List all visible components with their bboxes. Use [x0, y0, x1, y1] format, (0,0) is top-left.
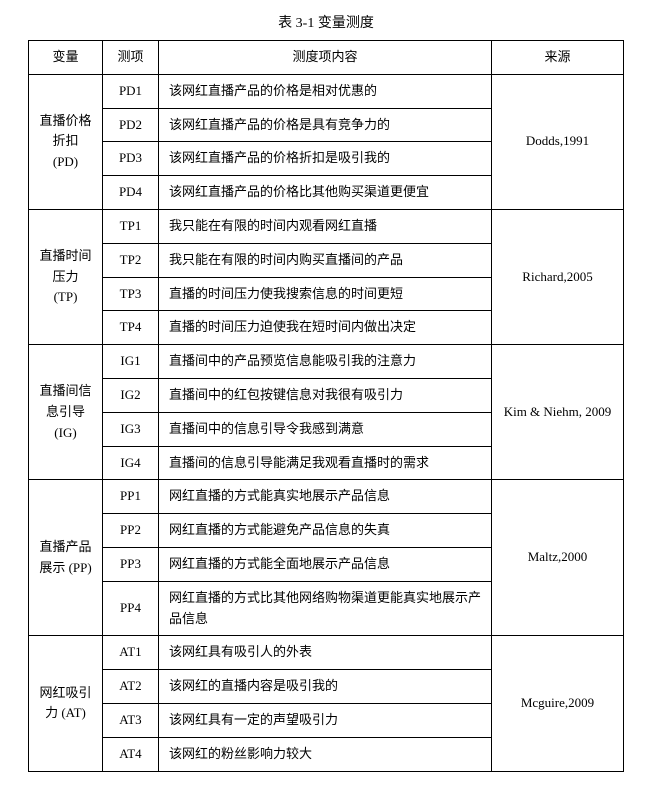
- content-cell: 直播的时间压力使我搜索信息的时间更短: [159, 277, 492, 311]
- item-cell: PP1: [103, 480, 159, 514]
- item-cell: IG3: [103, 412, 159, 446]
- item-cell: PD3: [103, 142, 159, 176]
- content-cell: 网红直播的方式能真实地展示产品信息: [159, 480, 492, 514]
- content-cell: 该网红具有一定的声望吸引力: [159, 703, 492, 737]
- content-cell: 网红直播的方式比其他网络购物渠道更能真实地展示产品信息: [159, 581, 492, 636]
- variable-cell: 直播价格折扣 (PD): [29, 74, 103, 209]
- item-cell: TP2: [103, 243, 159, 277]
- item-cell: IG1: [103, 345, 159, 379]
- item-cell: PD2: [103, 108, 159, 142]
- content-cell: 直播间中的信息引导令我感到满意: [159, 412, 492, 446]
- item-cell: PP2: [103, 514, 159, 548]
- source-cell: Richard,2005: [492, 209, 624, 344]
- item-cell: TP3: [103, 277, 159, 311]
- item-cell: IG4: [103, 446, 159, 480]
- header-variable: 变量: [29, 41, 103, 75]
- variable-cell: 网红吸引力 (AT): [29, 636, 103, 771]
- item-cell: AT3: [103, 703, 159, 737]
- table-row: 直播价格折扣 (PD)PD1该网红直播产品的价格是相对优惠的Dodds,1991: [29, 74, 624, 108]
- item-cell: TP4: [103, 311, 159, 345]
- item-cell: AT1: [103, 636, 159, 670]
- content-cell: 该网红直播产品的价格是相对优惠的: [159, 74, 492, 108]
- content-cell: 该网红具有吸引人的外表: [159, 636, 492, 670]
- source-cell: Mcguire,2009: [492, 636, 624, 771]
- content-cell: 我只能在有限的时间内观看网红直播: [159, 209, 492, 243]
- header-item: 测项: [103, 41, 159, 75]
- content-cell: 该网红直播产品的价格比其他购买渠道更便宜: [159, 176, 492, 210]
- table-caption: 表 3-1 变量测度: [28, 12, 624, 32]
- header-content: 测度项内容: [159, 41, 492, 75]
- item-cell: PD4: [103, 176, 159, 210]
- item-cell: AT4: [103, 737, 159, 771]
- source-cell: Dodds,1991: [492, 74, 624, 209]
- variable-cell: 直播产品展示 (PP): [29, 480, 103, 636]
- content-cell: 该网红直播产品的价格折扣是吸引我的: [159, 142, 492, 176]
- content-cell: 该网红的粉丝影响力较大: [159, 737, 492, 771]
- content-cell: 网红直播的方式能全面地展示产品信息: [159, 547, 492, 581]
- table-row: 网红吸引力 (AT)AT1该网红具有吸引人的外表Mcguire,2009: [29, 636, 624, 670]
- table-header-row: 变量 测项 测度项内容 来源: [29, 41, 624, 75]
- measurement-table: 变量 测项 测度项内容 来源 直播价格折扣 (PD)PD1该网红直播产品的价格是…: [28, 40, 624, 772]
- variable-cell: 直播间信息引导 (IG): [29, 345, 103, 480]
- variable-cell: 直播时间压力 (TP): [29, 209, 103, 344]
- content-cell: 直播间中的产品预览信息能吸引我的注意力: [159, 345, 492, 379]
- content-cell: 直播间的信息引导能满足我观看直播时的需求: [159, 446, 492, 480]
- content-cell: 网红直播的方式能避免产品信息的失真: [159, 514, 492, 548]
- content-cell: 直播间中的红包按键信息对我很有吸引力: [159, 378, 492, 412]
- content-cell: 我只能在有限的时间内购买直播间的产品: [159, 243, 492, 277]
- item-cell: IG2: [103, 378, 159, 412]
- item-cell: PP4: [103, 581, 159, 636]
- table-row: 直播产品展示 (PP)PP1网红直播的方式能真实地展示产品信息Maltz,200…: [29, 480, 624, 514]
- content-cell: 该网红直播产品的价格是具有竞争力的: [159, 108, 492, 142]
- item-cell: PD1: [103, 74, 159, 108]
- item-cell: AT2: [103, 670, 159, 704]
- content-cell: 该网红的直播内容是吸引我的: [159, 670, 492, 704]
- table-row: 直播时间压力 (TP)TP1我只能在有限的时间内观看网红直播Richard,20…: [29, 209, 624, 243]
- content-cell: 直播的时间压力迫使我在短时间内做出决定: [159, 311, 492, 345]
- table-row: 直播间信息引导 (IG)IG1直播间中的产品预览信息能吸引我的注意力Kim & …: [29, 345, 624, 379]
- item-cell: PP3: [103, 547, 159, 581]
- item-cell: TP1: [103, 209, 159, 243]
- source-cell: Maltz,2000: [492, 480, 624, 636]
- header-source: 来源: [492, 41, 624, 75]
- source-cell: Kim & Niehm, 2009: [492, 345, 624, 480]
- table-body: 直播价格折扣 (PD)PD1该网红直播产品的价格是相对优惠的Dodds,1991…: [29, 74, 624, 771]
